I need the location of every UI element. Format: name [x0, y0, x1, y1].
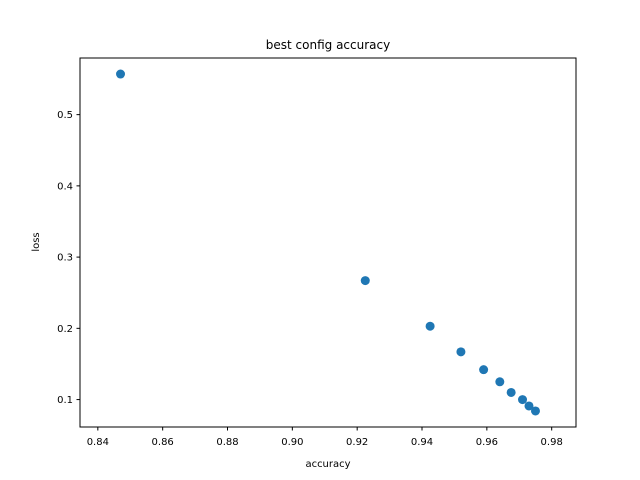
data-point: [506, 387, 516, 397]
x-tick-label: 0.96: [476, 437, 498, 448]
data-point: [524, 401, 534, 411]
x-tick-label: 0.86: [152, 437, 174, 448]
data-point: [530, 406, 540, 416]
data-points: [116, 69, 540, 416]
plot-area-frame: [79, 57, 577, 428]
y-axis-ticks: 0.1 0.2 0.3 0.4 0.5: [57, 110, 80, 406]
x-tick-label: 0.94: [411, 437, 433, 448]
x-axis-ticks: 0.84 0.86 0.88 0.90 0.92 0.94 0.96 0.98: [87, 427, 563, 448]
x-tick-label: 0.88: [216, 437, 238, 448]
chart-title: best config accuracy: [266, 38, 390, 52]
data-point: [518, 395, 528, 405]
data-point: [479, 365, 489, 375]
x-tick-label: 0.98: [541, 437, 563, 448]
y-tick-label: 0.4: [57, 181, 73, 192]
x-tick-label: 0.92: [346, 437, 368, 448]
data-point: [116, 69, 126, 79]
data-point: [425, 321, 435, 331]
data-point: [456, 347, 466, 357]
y-tick-label: 0.5: [57, 110, 73, 121]
y-tick-label: 0.3: [57, 253, 73, 264]
y-tick-label: 0.1: [57, 395, 73, 406]
y-tick-label: 0.2: [57, 324, 73, 335]
y-axis-label: loss: [31, 232, 42, 251]
data-point: [360, 276, 370, 286]
data-point: [495, 377, 505, 387]
x-tick-label: 0.84: [87, 437, 109, 448]
x-axis-label: accuracy: [305, 459, 350, 470]
x-tick-label: 0.90: [281, 437, 303, 448]
